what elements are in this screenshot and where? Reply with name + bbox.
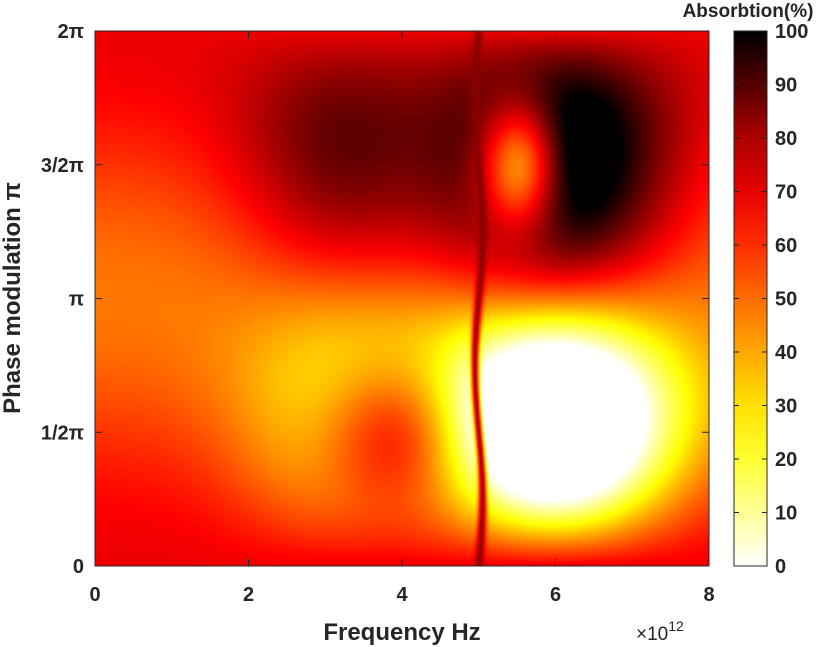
colorbar-ticks: 0 10 20 30 40 50 60 70 80 90 100	[734, 21, 808, 578]
x-tick-label: 0	[89, 584, 100, 606]
x-exponent-base: ×10	[636, 624, 668, 645]
heatmap-area	[94, 30, 710, 567]
y-tick-label: 0	[73, 556, 84, 578]
y-axis: 0 1/2π π 3/2π 2π	[41, 21, 709, 578]
x-axis: 0 2 4 6 8	[89, 31, 715, 606]
colorbar-tick-label: 0	[775, 556, 786, 578]
x-tick-label: 4	[396, 584, 408, 606]
colorbar-tick-label: 50	[775, 289, 797, 311]
y-tick-label: 3/2π	[41, 155, 84, 177]
x-axis-title: Frequency Hz	[323, 619, 480, 646]
colorbar-tick-label: 60	[775, 235, 797, 257]
y-axis-title: Phase modulation π	[0, 182, 26, 414]
colorbar-title: Absorbtion(%)	[683, 1, 814, 22]
colorbar-tick-label: 100	[775, 21, 808, 43]
colorbar: 0 10 20 30 40 50 60 70 80 90 100 Absorbtion(%)	[683, 1, 814, 578]
colorbar-tick-label: 10	[775, 503, 797, 525]
x-exponent-power: 12	[668, 618, 684, 634]
x-axis-exponent: ×1012	[636, 618, 684, 645]
y-tick-label: π	[69, 289, 84, 311]
colorbar-tick-label: 20	[775, 449, 797, 471]
colorbar-tick-label: 90	[775, 75, 797, 97]
x-tick-label: 2	[243, 584, 254, 606]
y-tick-label: 1/2π	[41, 422, 84, 444]
x-tick-label: 6	[550, 584, 561, 606]
x-tick-label: 8	[703, 584, 714, 606]
heatmap-cells	[95, 31, 709, 566]
y-tick-label: 2π	[58, 21, 84, 43]
colorbar-tick-label: 70	[775, 182, 797, 204]
colorbar-tick-label: 40	[775, 342, 797, 364]
colorbar-tick-label: 80	[775, 128, 797, 150]
colorbar-tick-label: 30	[775, 396, 797, 418]
